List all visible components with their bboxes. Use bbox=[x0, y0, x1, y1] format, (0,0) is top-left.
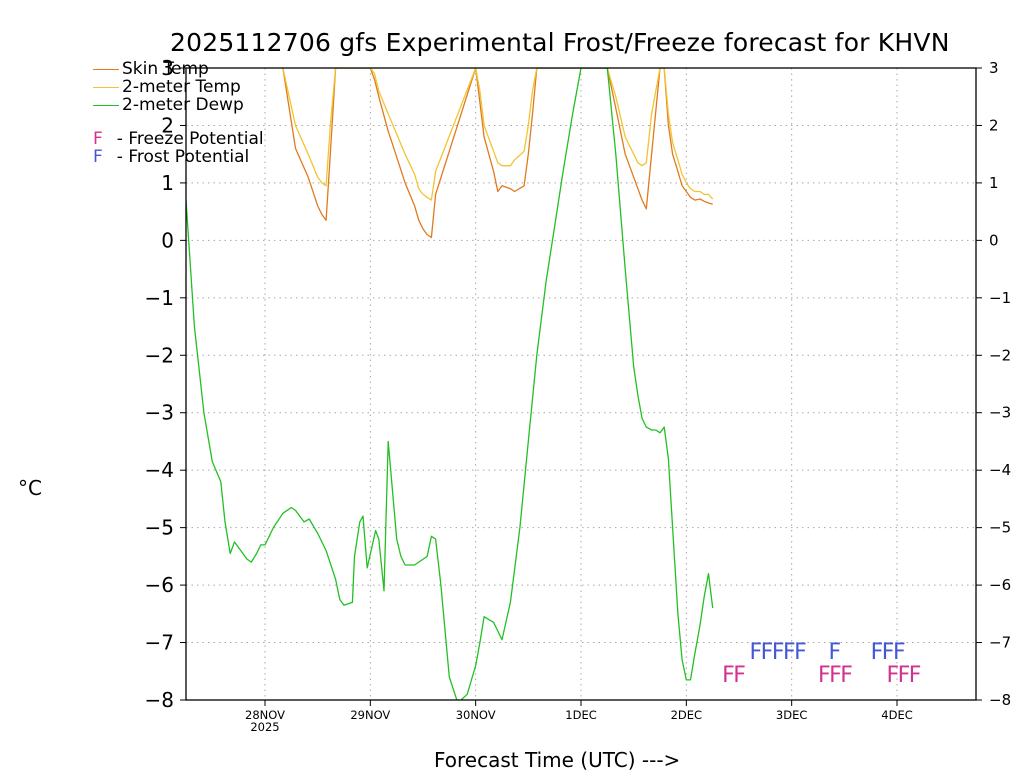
x-axis-label: Forecast Time (UTC) ---> bbox=[434, 748, 681, 772]
x-tick-label: 1DEC bbox=[565, 708, 596, 722]
y-tick-label-left: −3 bbox=[145, 401, 174, 425]
legend: Skin Temp 2-meter Temp 2-meter Dewp F - … bbox=[93, 60, 264, 166]
y-tick-label-right: 0 bbox=[989, 231, 999, 249]
frost-potential-label: - Frost Potential bbox=[116, 147, 250, 167]
y-tick-label-right: −1 bbox=[989, 289, 1011, 307]
y-tick-label-left: 0 bbox=[161, 228, 174, 252]
y-tick-label-right: −3 bbox=[989, 404, 1011, 422]
frost-potential-marker: F bbox=[829, 640, 841, 665]
legend-label-dewp2m: 2-meter Dewp bbox=[122, 95, 244, 115]
x-tick-label: 30NOV bbox=[456, 708, 496, 722]
y-tick-label-left: −1 bbox=[145, 286, 174, 310]
y-tick-label-right: 1 bbox=[989, 174, 999, 192]
plot-frame bbox=[185, 67, 977, 701]
y-tick-label-right: −4 bbox=[989, 461, 1011, 479]
y-tick-label-right: 2 bbox=[989, 116, 999, 134]
legend-item-temp2m: 2-meter Temp bbox=[93, 78, 264, 96]
legend-item-freeze: F - Freeze Potential bbox=[93, 130, 264, 148]
y-tick-label-left: −2 bbox=[145, 343, 174, 367]
gridlines bbox=[186, 67, 976, 701]
freeze-potential-marker: FFF bbox=[818, 663, 852, 688]
x-tick-label: 29NOV bbox=[350, 708, 390, 722]
y-tick-label-right: −6 bbox=[989, 576, 1011, 594]
legend-swatch-dewp2m bbox=[93, 104, 119, 106]
y-tick-label-right: −7 bbox=[989, 634, 1011, 652]
y-tick-label-right: −8 bbox=[989, 691, 1011, 709]
freeze-potential-marker: FFF bbox=[886, 663, 920, 688]
x-tick-label: 2DEC bbox=[671, 708, 702, 722]
y-axis-label: °C bbox=[18, 476, 42, 500]
series-line-skin-temp bbox=[282, 68, 713, 239]
freeze-potential-marker: FF bbox=[722, 663, 745, 688]
y-tick-label-left: −4 bbox=[145, 458, 174, 482]
y-tick-label-left: −8 bbox=[145, 688, 174, 712]
legend-item-skin: Skin Temp bbox=[93, 60, 264, 78]
series-line-2-meter-temp bbox=[282, 68, 714, 201]
y-tick-label-right: −5 bbox=[989, 519, 1011, 537]
axis-ticks: −8 −8 −7 −7 −6 −6 −5 −5 −4 −4 −3 −3 −2 −2 −1 −1 0 0 1 1 2 2 3 3… bbox=[145, 56, 1012, 734]
chart-title: 2025112706 gfs Experimental Frost/Freeze… bbox=[170, 28, 950, 57]
frost-potential-marker: FFFFF bbox=[750, 640, 807, 665]
freeze-letter: F bbox=[93, 129, 103, 149]
y-tick-label-right: −2 bbox=[989, 346, 1011, 364]
legend-label-skin: Skin Temp bbox=[122, 59, 209, 79]
x-tick-sublabel: 2025 bbox=[250, 720, 279, 734]
x-tick-label: 28NOV bbox=[245, 708, 285, 722]
y-tick-label-right: 3 bbox=[989, 59, 999, 77]
y-tick-label-left: −7 bbox=[145, 631, 174, 655]
legend-item-frost: F - Frost Potential bbox=[93, 148, 264, 166]
freeze-potential-label: - Freeze Potential bbox=[116, 129, 264, 149]
y-tick-label-left: 2 bbox=[161, 113, 174, 137]
series-lines bbox=[186, 68, 714, 700]
x-tick-label: 4DEC bbox=[881, 708, 912, 722]
legend-swatch-temp2m bbox=[93, 86, 119, 88]
legend-item-dewp2m: 2-meter Dewp bbox=[93, 96, 264, 114]
series-line-2-meter-dewp bbox=[186, 68, 714, 700]
frost-potential-marker: FFF bbox=[871, 640, 905, 665]
y-tick-label-left: −5 bbox=[145, 516, 174, 540]
x-tick-label: 3DEC bbox=[776, 708, 807, 722]
legend-swatch-skin bbox=[93, 68, 119, 70]
frost-letter: F bbox=[93, 147, 103, 167]
y-tick-label-left: 1 bbox=[161, 171, 174, 195]
legend-label-temp2m: 2-meter Temp bbox=[122, 77, 241, 97]
y-tick-label-left: −6 bbox=[145, 573, 174, 597]
y-tick-label-left: 3 bbox=[161, 56, 174, 80]
